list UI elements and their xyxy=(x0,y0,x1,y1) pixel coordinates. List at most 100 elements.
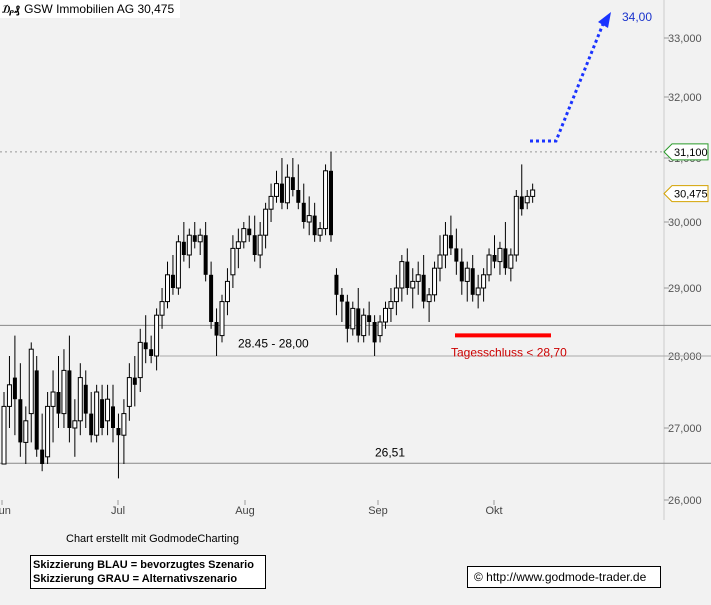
candle-body xyxy=(28,348,34,415)
candle-body xyxy=(40,449,45,464)
candle-body xyxy=(306,215,312,223)
candle-body xyxy=(492,255,497,262)
candle-body xyxy=(296,190,301,203)
candle-body xyxy=(508,254,514,269)
candle-body xyxy=(301,202,306,222)
scenario-legend: Skizzierung BLAU = bevorzugtes Szenario … xyxy=(30,555,266,589)
legend-blue-scenario: Skizzierung BLAU = bevorzugtes Szenario xyxy=(33,559,254,571)
candle-body xyxy=(72,420,78,429)
candle-body xyxy=(481,274,487,289)
y-tick-label: 28,000 xyxy=(668,351,702,363)
candle-body xyxy=(224,280,230,303)
candlestick-chart-icon: ₯₰ xyxy=(2,4,21,16)
x-tick-label: Sep xyxy=(368,505,388,517)
candle-body xyxy=(192,235,197,242)
candle-body xyxy=(181,241,186,255)
candle-body xyxy=(383,307,388,323)
candle-body xyxy=(372,322,377,343)
resistance-price-label: 31,100 xyxy=(674,147,708,159)
candle-body xyxy=(503,248,508,269)
candle-body xyxy=(345,301,350,329)
candle-body xyxy=(252,235,257,255)
candle-body xyxy=(459,261,464,282)
candle-body xyxy=(132,377,137,385)
candle-body xyxy=(334,274,339,295)
candle-body xyxy=(159,301,165,316)
candle-body xyxy=(513,195,519,256)
resistance-price-tag xyxy=(663,143,709,161)
candle-body xyxy=(121,413,127,436)
candle-body xyxy=(405,261,410,288)
candle-body xyxy=(6,384,12,407)
candle-body xyxy=(421,274,426,302)
candle-body xyxy=(519,196,524,210)
x-tick-label: Aug xyxy=(235,505,255,517)
y-tick-label: 32,000 xyxy=(668,92,702,104)
candle-body xyxy=(111,406,115,428)
candle-body xyxy=(339,294,344,302)
candle-body xyxy=(377,321,383,337)
candle-body xyxy=(410,280,416,289)
candle-body xyxy=(475,287,481,296)
candle-body xyxy=(415,274,421,282)
x-tick-label: Okt xyxy=(485,505,502,517)
chart-credit: Chart erstellt mit GodmodeCharting xyxy=(66,533,240,545)
candle-body xyxy=(317,228,323,236)
stop-level-label: Tagesschluss < 28,70 xyxy=(451,345,567,359)
candle-body xyxy=(454,248,459,262)
candle-body xyxy=(197,234,203,243)
candle-body xyxy=(268,195,274,210)
y-tick-label: 29,000 xyxy=(668,283,702,295)
y-tick-label: 26,000 xyxy=(668,495,702,507)
candle-body xyxy=(274,183,279,197)
candle-body xyxy=(486,254,492,276)
candle-body xyxy=(154,314,160,357)
candle-body xyxy=(18,399,23,443)
candle-body xyxy=(67,370,72,428)
x-tick-label: Jul xyxy=(111,505,125,517)
candle-body xyxy=(426,294,432,303)
target-label: 34,00 xyxy=(622,10,652,24)
candle-body xyxy=(432,267,438,296)
source-url-link[interactable]: © http://www.godmode-trader.de xyxy=(467,566,661,588)
candle-body xyxy=(45,405,51,458)
y-tick-label: 27,000 xyxy=(668,423,702,435)
candle-body xyxy=(263,208,269,236)
candle-body xyxy=(464,267,470,282)
candle-body xyxy=(241,228,247,243)
candle-body xyxy=(388,301,394,309)
candle-body xyxy=(399,261,405,289)
projection-path xyxy=(530,23,605,143)
support-bottom-label: 26,51 xyxy=(375,445,405,459)
candle-body xyxy=(437,254,443,269)
candle-body xyxy=(448,235,453,249)
candle-body xyxy=(23,420,29,443)
candle-body xyxy=(442,234,448,256)
candle-body xyxy=(257,234,263,256)
candle-body xyxy=(361,314,367,337)
candle-body xyxy=(61,369,67,415)
candle-body xyxy=(235,241,241,249)
candle-body xyxy=(77,377,83,422)
y-tick-label: 33,000 xyxy=(668,33,702,45)
candle-body xyxy=(219,301,225,337)
x-tick-label: Jun xyxy=(0,505,11,517)
candle-body xyxy=(165,274,170,303)
candle-body xyxy=(290,177,295,190)
candle-body xyxy=(350,307,356,330)
projection-arrowhead xyxy=(598,12,611,28)
y-tick-label: 30,000 xyxy=(668,217,702,229)
candle-body xyxy=(126,377,132,407)
candle-body xyxy=(312,215,317,236)
candle-body xyxy=(203,235,208,275)
candle-body xyxy=(329,170,333,236)
candle-body xyxy=(83,384,88,414)
candle-body xyxy=(356,308,361,336)
candle-body xyxy=(137,341,143,379)
candle-body xyxy=(143,342,148,350)
candle-body xyxy=(34,370,39,450)
candle-body xyxy=(56,392,61,414)
candle-body xyxy=(149,349,154,356)
candle-body xyxy=(530,189,536,197)
